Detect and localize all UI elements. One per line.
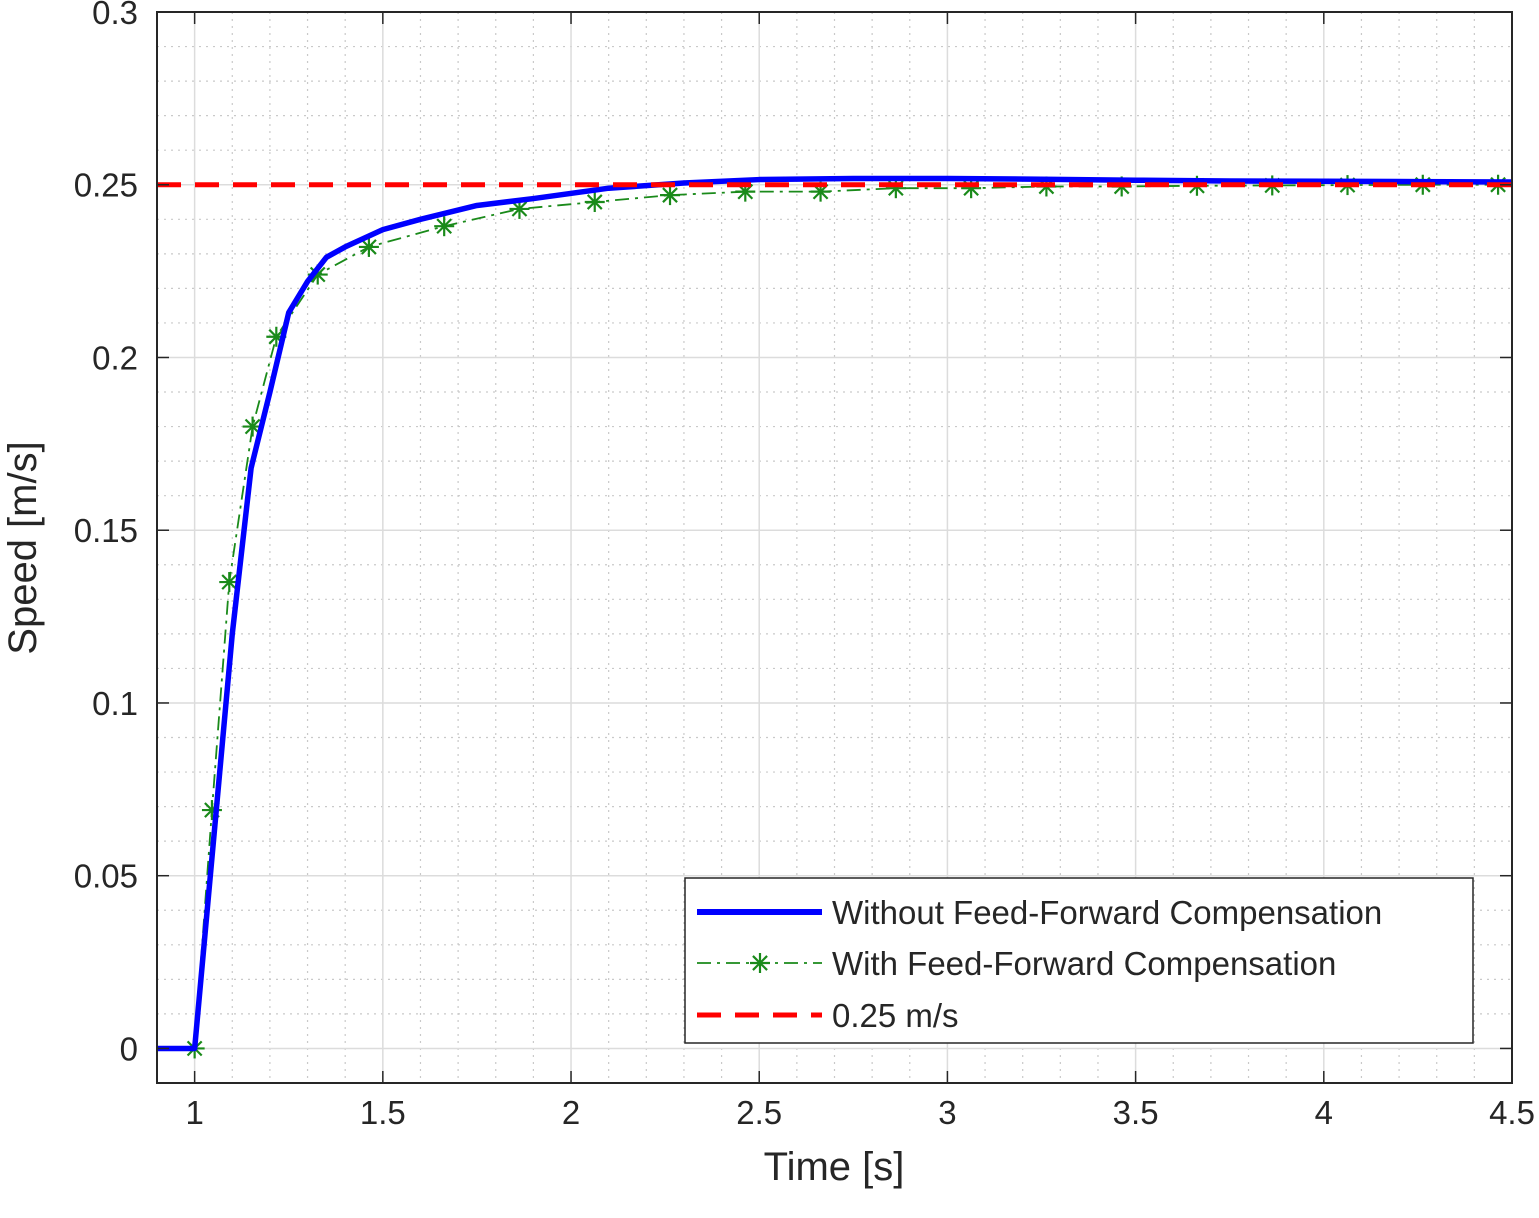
ticks-layer: [157, 11, 1513, 1083]
x-tick-labels: 1 1.5 2 2.5 3 3.5 4 4.5: [185, 1094, 1534, 1131]
x-axis-label: Time [s]: [764, 1145, 905, 1189]
x-tick-label: 4: [1315, 1094, 1333, 1131]
y-tick-label: 0.3: [92, 0, 138, 31]
plot-border: [156, 11, 1513, 1084]
y-tick-label: 0.2: [92, 339, 138, 376]
data-point-marker: [660, 185, 681, 206]
data-point-marker: [358, 236, 379, 257]
legend-marker-asterisk: [750, 953, 770, 973]
x-tick-label: 3: [938, 1094, 956, 1131]
x-tick-label: 2.5: [736, 1094, 782, 1131]
major-grid: [157, 11, 1513, 1083]
y-tick-label: 0: [120, 1030, 138, 1067]
y-tick-label: 0.15: [74, 512, 138, 549]
legend-label-without-ff: Without Feed-Forward Compensation: [832, 894, 1382, 931]
legend-label-with-ff: With Feed-Forward Compensation: [832, 945, 1336, 982]
x-tick-label: 4.5: [1489, 1094, 1535, 1131]
data-point-marker: [584, 192, 605, 213]
y-tick-label: 0.25: [74, 167, 138, 204]
y-axis-label: Speed [m/s]: [1, 441, 45, 654]
x-tick-label: 3.5: [1113, 1094, 1159, 1131]
data-point-marker: [434, 216, 455, 237]
y-tick-label: 0.1: [92, 685, 138, 722]
y-tick-labels: 0 0.05 0.1 0.15 0.2 0.25 0.3: [74, 0, 138, 1067]
series-layer: [157, 174, 1512, 1059]
data-point-marker: [219, 572, 240, 593]
legend-label-reference: 0.25 m/s: [832, 997, 959, 1034]
x-tick-label: 1.5: [360, 1094, 406, 1131]
x-tick-label: 2: [562, 1094, 580, 1131]
x-tick-label: 1: [185, 1094, 203, 1131]
series-line-0: [157, 175, 1512, 1052]
y-tick-label: 0.05: [74, 858, 138, 895]
legend-asterisk: [750, 953, 770, 973]
legend: Without Feed-Forward Compensation With F…: [684, 877, 1474, 1044]
